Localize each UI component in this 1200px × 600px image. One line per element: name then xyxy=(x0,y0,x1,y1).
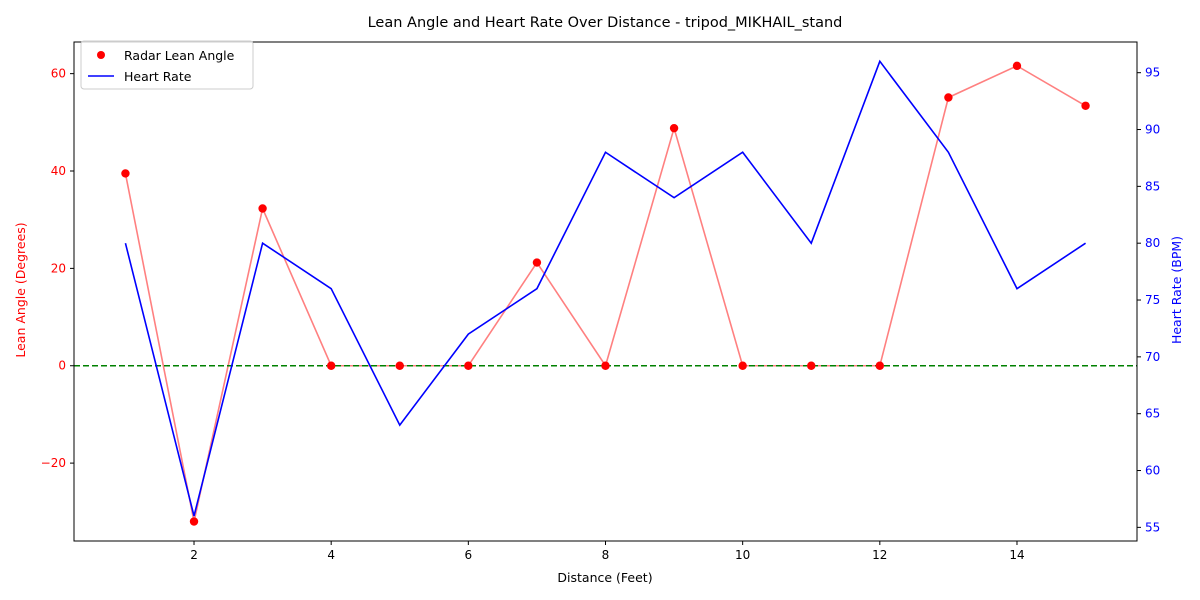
x-tick-label: 8 xyxy=(602,548,610,562)
y-right-tick-label: 80 xyxy=(1145,236,1160,250)
legend: Radar Lean Angle Heart Rate xyxy=(80,40,254,90)
lean-angle-point xyxy=(669,123,679,133)
chart-title: Lean Angle and Heart Rate Over Distance … xyxy=(368,15,843,31)
heart-rate-line xyxy=(124,59,1087,517)
lean-angle-point xyxy=(944,93,953,102)
legend-label-lean-angle: Radar Lean Angle xyxy=(124,48,235,63)
y-right-tick-label: 95 xyxy=(1145,66,1160,80)
y-right-tick-label: 60 xyxy=(1145,464,1160,478)
lean-angle-point xyxy=(1081,101,1090,110)
y-left-tick-label: 60 xyxy=(51,67,66,81)
y-right-tick-label: 90 xyxy=(1145,123,1160,137)
lean-angle-point xyxy=(189,517,199,526)
chart-ticks: 2 4 6 8 10 12 14 −20 0 20 40 60 55 60 65 70 75 80 85 90 95 xyxy=(41,66,1161,562)
lean-angle-point xyxy=(258,204,267,213)
y-left-tick-label: −20 xyxy=(41,456,66,470)
lean-angle-point xyxy=(807,361,816,370)
lean-angle-point xyxy=(464,361,473,370)
y-axis-right-label: Heart Rate (BPM) xyxy=(1169,236,1184,344)
lean-angle-point xyxy=(1012,61,1022,71)
y-right-tick-label: 85 xyxy=(1145,179,1160,193)
x-tick-label: 4 xyxy=(327,548,335,562)
y-right-tick-label: 65 xyxy=(1145,407,1160,421)
x-tick-label: 6 xyxy=(465,548,473,562)
lean-angle-point xyxy=(326,361,336,370)
y-left-tick-label: 0 xyxy=(58,359,66,373)
lean-angle-point xyxy=(738,361,747,370)
y-right-tick-label: 70 xyxy=(1145,350,1160,364)
lean-angle-point xyxy=(395,361,404,370)
legend-label-heart-rate: Heart Rate xyxy=(124,69,192,84)
plot-frame xyxy=(73,41,1138,542)
lean-angle-point xyxy=(601,361,610,370)
legend-marker-lean-angle xyxy=(97,51,105,59)
x-tick-label: 2 xyxy=(190,548,198,562)
y-right-tick-label: 55 xyxy=(1145,520,1160,534)
lean-angle-point xyxy=(875,361,885,370)
y-left-tick-label: 40 xyxy=(51,164,66,178)
y-left-tick-label: 20 xyxy=(51,261,66,275)
x-tick-label: 10 xyxy=(735,548,750,562)
y-right-tick-label: 75 xyxy=(1145,293,1160,307)
lean-angle-point xyxy=(532,258,542,267)
x-tick-label: 14 xyxy=(1009,548,1024,562)
lean-angle-line xyxy=(124,64,1086,522)
y-axis-left-label: Lean Angle (Degrees) xyxy=(13,222,28,357)
x-axis-label: Distance (Feet) xyxy=(557,570,652,585)
x-tick-label: 12 xyxy=(872,548,887,562)
chart-marks xyxy=(74,59,1137,526)
lean-angle-point xyxy=(121,169,130,178)
legend-box xyxy=(80,40,254,90)
